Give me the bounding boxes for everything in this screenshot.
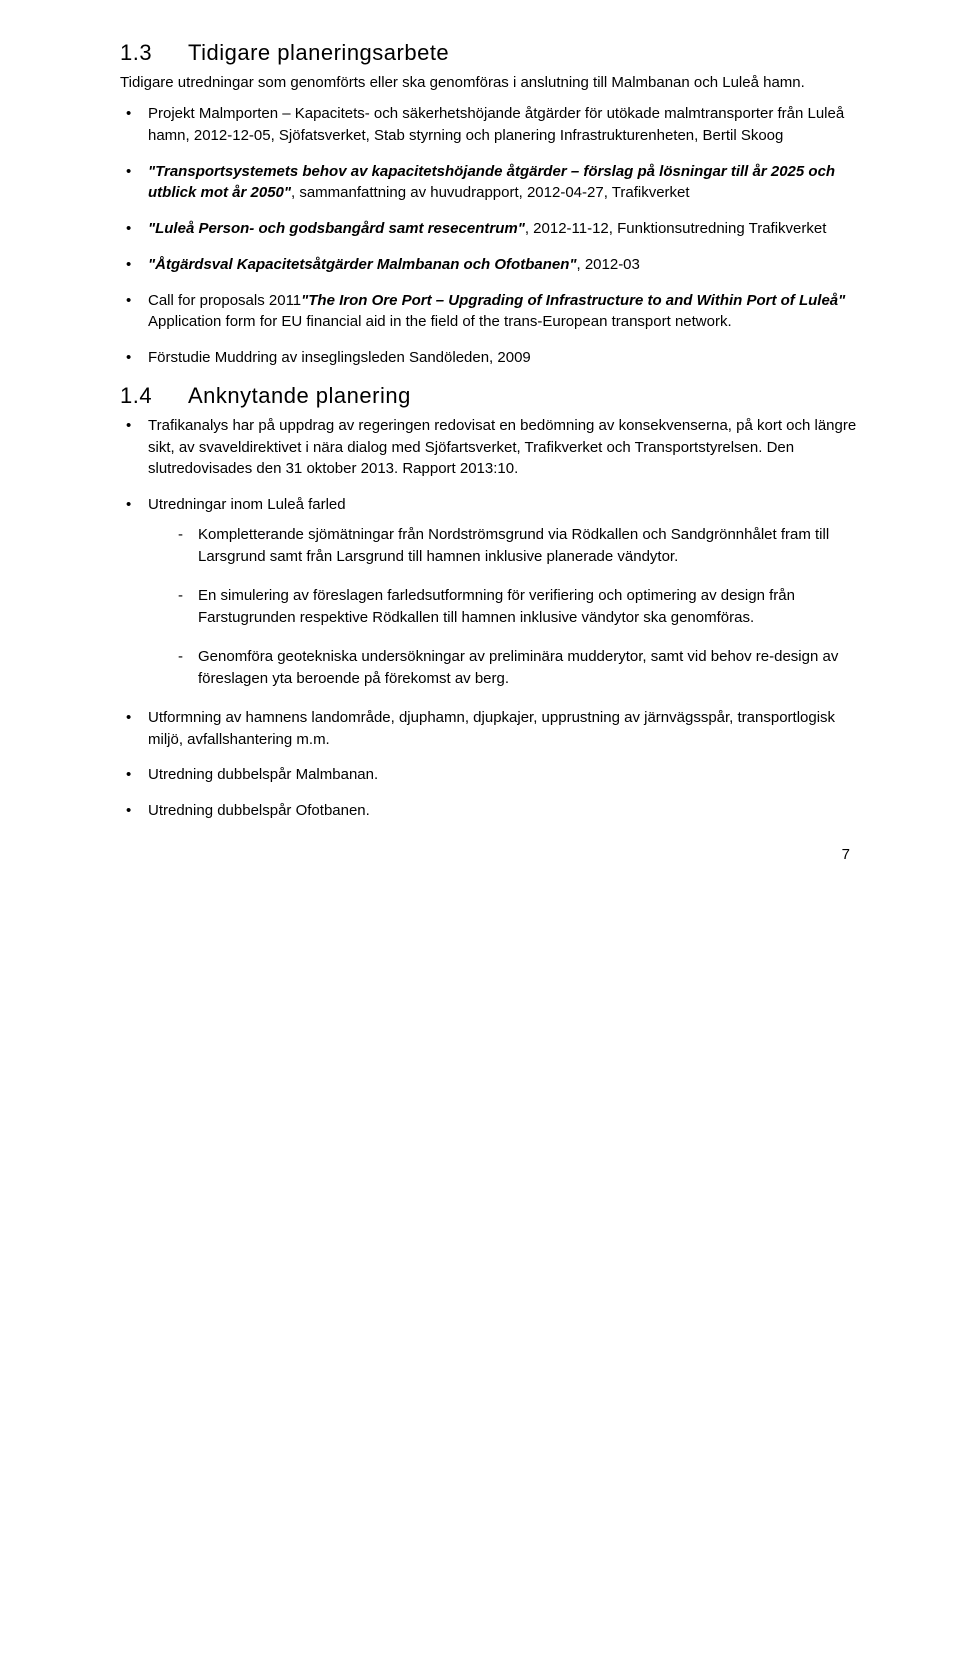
- list-item: "Åtgärdsval Kapacitetsåtgärder Malmbanan…: [120, 254, 860, 276]
- section-1-4-number: 1.4: [120, 383, 188, 409]
- section-1-3-intro: Tidigare utredningar som genomförts elle…: [120, 72, 860, 93]
- document-page: 1.3Tidigare planeringsarbete Tidigare ut…: [0, 0, 960, 903]
- list-item-tail: , 2012-03: [576, 256, 639, 273]
- list-item: Förstudie Muddring av inseglingsleden Sa…: [120, 347, 860, 369]
- list-item: Utformning av hamnens landområde, djupha…: [120, 707, 860, 751]
- list-item: Genomföra geotekniska undersökningar av …: [170, 646, 860, 691]
- list-item-text: Trafikanalys har på uppdrag av regeringe…: [148, 417, 856, 478]
- list-item: "Luleå Person- och godsbangård samt rese…: [120, 218, 860, 240]
- list-item: Projekt Malmporten – Kapacitets- och säk…: [120, 103, 860, 147]
- list-item-text: Utformning av hamnens landområde, djupha…: [148, 709, 835, 748]
- list-item-quote: "Luleå Person- och godsbangård samt rese…: [148, 220, 525, 237]
- list-item-tail: , 2012-11-12, Funktionsutredning Trafikv…: [525, 220, 827, 237]
- list-item-pre: Call for proposals 2011: [148, 292, 301, 309]
- list-item: Utredningar inom Luleå farled Kompletter…: [120, 494, 860, 691]
- list-item-text: Utredningar inom Luleå farled: [148, 496, 346, 513]
- section-1-4-sublist: Kompletterande sjömätningar från Nordstr…: [170, 524, 860, 691]
- section-1-3-number: 1.3: [120, 40, 188, 66]
- list-item: "Transportsystemets behov av kapacitetsh…: [120, 161, 860, 205]
- list-item-text: En simulering av föreslagen farledsutfor…: [198, 587, 795, 627]
- list-item-text: Utredning dubbelspår Malmbanan.: [148, 766, 378, 783]
- list-item-tail: , sammanfattning av huvudrapport, 2012-0…: [291, 184, 690, 201]
- list-item: Utredning dubbelspår Ofotbanen.: [120, 800, 860, 822]
- section-1-3-title: Tidigare planeringsarbete: [188, 40, 449, 65]
- list-item: Call for proposals 2011"The Iron Ore Por…: [120, 290, 860, 334]
- list-item-quote: "The Iron Ore Port – Upgrading of Infras…: [301, 292, 845, 309]
- list-item-text: Projekt Malmporten – Kapacitets- och säk…: [148, 105, 844, 144]
- list-item-text: Kompletterande sjömätningar från Nordstr…: [198, 526, 829, 566]
- page-number: 7: [120, 846, 860, 863]
- list-item: Trafikanalys har på uppdrag av regeringe…: [120, 415, 860, 480]
- list-item-text: Genomföra geotekniska undersökningar av …: [198, 648, 838, 688]
- section-1-3-heading: 1.3Tidigare planeringsarbete: [120, 40, 860, 66]
- section-1-4-heading: 1.4Anknytande planering: [120, 383, 860, 409]
- list-item-quote: "Åtgärdsval Kapacitetsåtgärder Malmbanan…: [148, 256, 576, 273]
- section-1-4-list: Trafikanalys har på uppdrag av regeringe…: [120, 415, 860, 822]
- section-1-4-title: Anknytande planering: [188, 383, 411, 408]
- list-item: Kompletterande sjömätningar från Nordstr…: [170, 524, 860, 569]
- list-item-tail: Application form for EU financial aid in…: [148, 313, 732, 330]
- list-item: En simulering av föreslagen farledsutfor…: [170, 585, 860, 630]
- list-item: Utredning dubbelspår Malmbanan.: [120, 764, 860, 786]
- list-item-text: Utredning dubbelspår Ofotbanen.: [148, 802, 370, 819]
- section-1-3-list: Projekt Malmporten – Kapacitets- och säk…: [120, 103, 860, 369]
- list-item-text: Förstudie Muddring av inseglingsleden Sa…: [148, 349, 531, 366]
